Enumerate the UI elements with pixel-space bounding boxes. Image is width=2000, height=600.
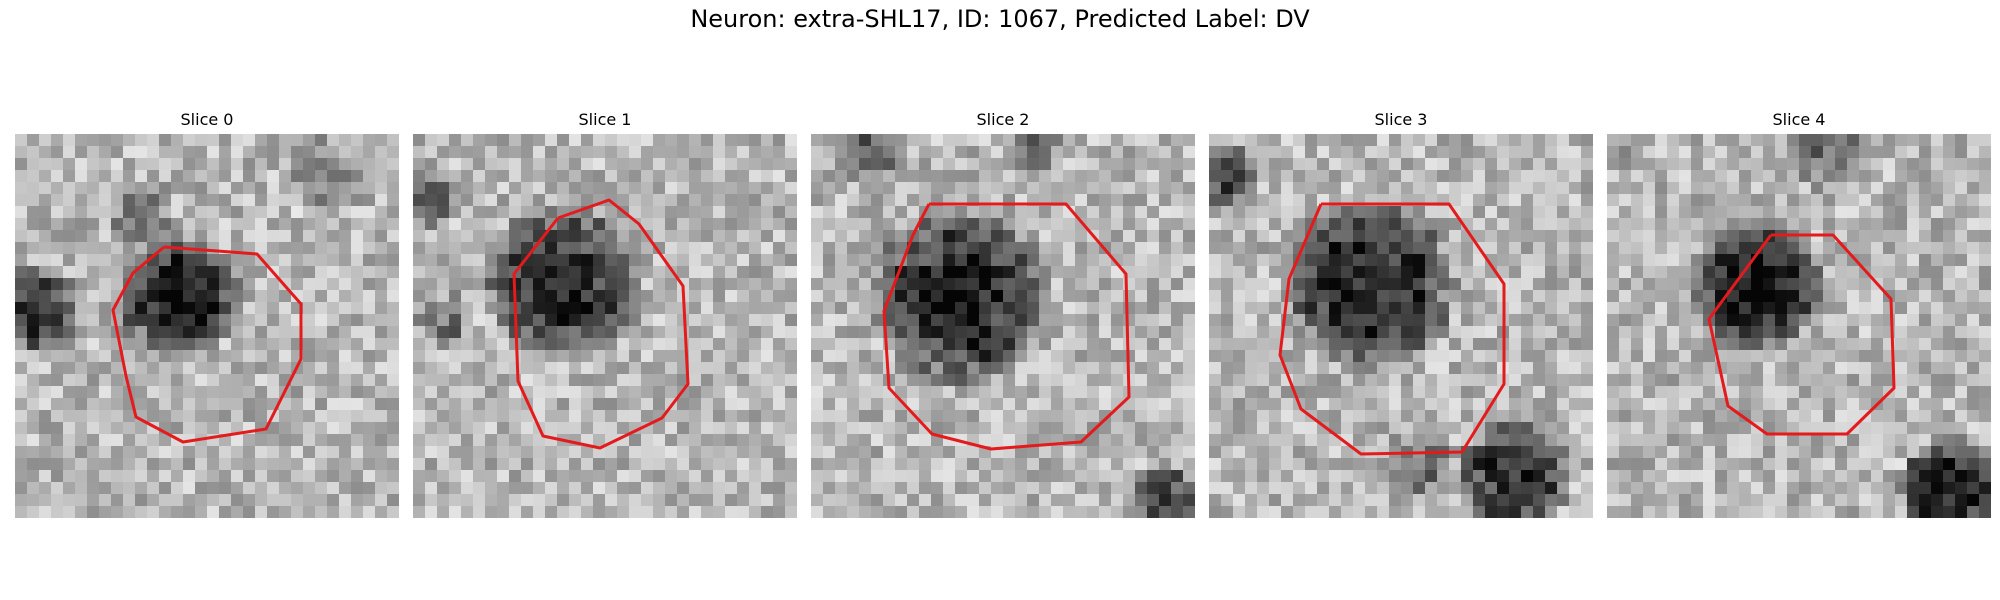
slice-image [811,134,1195,518]
slice-pixels [15,134,399,518]
slice-image [413,134,797,518]
cell-contour [1707,233,1896,436]
slice-pixels [811,134,1195,518]
cell-contour [512,198,690,450]
slice-panel-4: Slice 4 [1607,108,1991,518]
slice-image [1607,134,1991,518]
slice-title: Slice 1 [578,110,632,129]
slice-panel-3: Slice 3 [1209,108,1593,518]
slice-pixels [1607,134,1991,518]
slice-title: Slice 2 [976,110,1030,129]
slice-title: Slice 4 [1772,110,1826,129]
cell-contour [111,245,303,444]
slice-title: Slice 3 [1374,110,1428,129]
slice-title: Slice 0 [180,110,234,129]
cell-contour [882,202,1131,451]
slice-image [1209,134,1593,518]
slice-image [15,134,399,518]
figure-title: Neuron: extra-SHL17, ID: 1067, Predicted… [690,5,1310,33]
slice-panel-0: Slice 0 [15,108,399,518]
slice-panel-2: Slice 2 [811,108,1195,518]
cell-contour [1278,202,1506,456]
slice-pixels [413,134,797,518]
slice-panel-1: Slice 1 [413,108,797,518]
